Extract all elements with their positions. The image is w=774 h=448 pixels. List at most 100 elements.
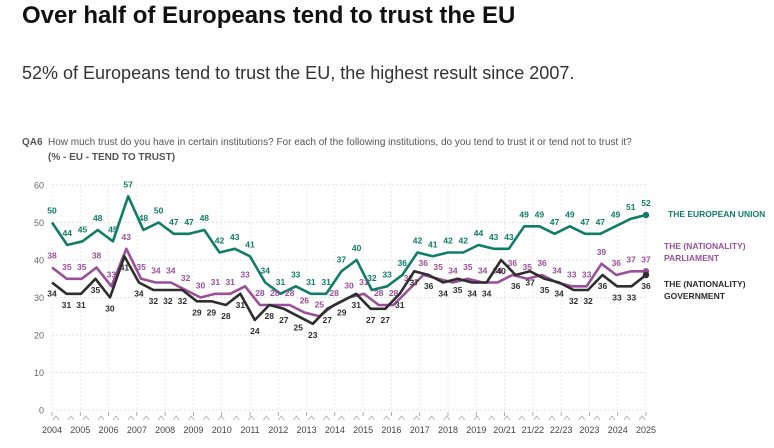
x-tick-label: 2019 [466, 425, 486, 435]
legend-label: THE EUROPEAN UNION [668, 209, 765, 219]
data-label: 35 [453, 285, 463, 295]
data-label: 32 [583, 296, 593, 306]
chart-legend: THE EUROPEAN UNION THE (NATIONALITY) PARLI… [664, 209, 765, 301]
axis-break-mark [278, 415, 285, 421]
data-label: 42 [215, 236, 225, 246]
data-label: 38 [47, 251, 57, 261]
data-label: 42 [443, 236, 453, 246]
data-label: 31 [76, 300, 86, 310]
data-label: 25 [315, 299, 325, 309]
data-label: 36 [612, 258, 622, 268]
data-label: 33 [567, 269, 577, 279]
data-label: 36 [598, 281, 608, 291]
axis-break-mark [503, 415, 511, 421]
data-label: 31 [276, 277, 286, 287]
x-tick-label: 2017 [410, 425, 430, 435]
data-label: 34 [554, 289, 564, 299]
data-label: 27 [279, 315, 289, 325]
axis-break-mark [638, 415, 646, 421]
data-label: 36 [508, 258, 518, 268]
axis-break-mark [52, 415, 60, 421]
data-label: 26 [300, 296, 310, 306]
data-label: 34 [467, 289, 477, 299]
x-tick-label: 2005 [70, 425, 90, 435]
y-tick-label: 50 [34, 218, 44, 228]
legend-label: THE (NATIONALITY) [664, 241, 746, 251]
data-label: 36 [511, 281, 521, 291]
data-label: 34 [478, 266, 488, 276]
x-tick-label: 2008 [155, 425, 175, 435]
data-label: 30 [196, 281, 206, 291]
data-label: 43 [230, 232, 240, 242]
data-label: 37 [409, 277, 419, 287]
axis-break-mark [368, 415, 375, 421]
data-label: 35 [62, 262, 72, 272]
data-label: 35 [91, 285, 101, 295]
data-label: 41 [245, 239, 255, 249]
axis-break-mark [263, 415, 270, 421]
data-label: 31 [225, 277, 235, 287]
data-label: 24 [250, 326, 260, 336]
axis-break-mark [473, 415, 481, 421]
data-label: 33 [240, 269, 250, 279]
data-label: 28 [389, 288, 399, 298]
x-tick-label: 2015 [353, 425, 373, 435]
x-tick-label: 21/22 [522, 425, 545, 435]
data-label: 37 [626, 254, 636, 264]
data-label: 35 [433, 262, 443, 272]
data-label: 36 [398, 258, 408, 268]
axis-break-mark [593, 415, 601, 421]
axis-break-mark [323, 415, 330, 421]
data-label: 47 [169, 217, 179, 227]
data-label: 32 [181, 273, 191, 283]
axis-break-mark [413, 415, 420, 421]
data-label: 49 [535, 209, 545, 219]
data-label: 52 [641, 198, 651, 208]
axis-break-mark [578, 415, 586, 421]
data-label: 33 [107, 269, 117, 279]
data-label: 45 [108, 224, 118, 234]
data-label: 32 [367, 273, 377, 283]
data-label: 28 [374, 288, 384, 298]
data-label: 32 [178, 296, 188, 306]
data-label: 50 [47, 206, 57, 216]
y-tick-label: 60 [34, 181, 44, 191]
data-label: 30 [105, 304, 115, 314]
data-label: 31 [321, 277, 331, 287]
data-label: 48 [93, 213, 103, 223]
data-label: 29 [192, 307, 202, 317]
data-label: 31 [352, 300, 362, 310]
data-label: 31 [62, 300, 72, 310]
x-tick-label: 2024 [608, 425, 628, 435]
data-label: 50 [154, 206, 164, 216]
data-label: 43 [504, 232, 514, 242]
data-label: 35 [463, 262, 473, 272]
axis-break-mark [608, 415, 616, 421]
data-label: 33 [582, 269, 592, 279]
axis-break-mark [563, 415, 571, 421]
axis-break-mark [623, 415, 631, 421]
data-label: 41 [428, 239, 438, 249]
x-tick-label: 2025 [636, 425, 656, 435]
data-label: 44 [474, 228, 484, 238]
axis-break-mark [398, 415, 405, 421]
x-tick-label: 2014 [325, 425, 345, 435]
x-tick-label: 2012 [268, 425, 288, 435]
data-label: 34 [166, 266, 176, 276]
axis-break-mark [533, 415, 541, 421]
data-label: 38 [92, 251, 102, 261]
series-line [51, 255, 647, 326]
data-label: 36 [641, 281, 651, 291]
data-label: 42 [413, 236, 423, 246]
data-label: 41 [120, 262, 130, 272]
data-label: 57 [123, 179, 133, 189]
x-tick-label: 2004 [42, 425, 62, 435]
axis-break-mark [308, 415, 315, 421]
axis-break-mark [202, 415, 210, 421]
y-tick-label: 0 [39, 406, 44, 416]
data-label: 31 [395, 300, 405, 310]
legend-label: PARLIAMENT [664, 253, 720, 263]
axis-break-mark [97, 415, 105, 421]
trust-line-chart: QA6 How much trust do you have in certai… [22, 137, 765, 435]
data-label: 34 [47, 289, 57, 299]
